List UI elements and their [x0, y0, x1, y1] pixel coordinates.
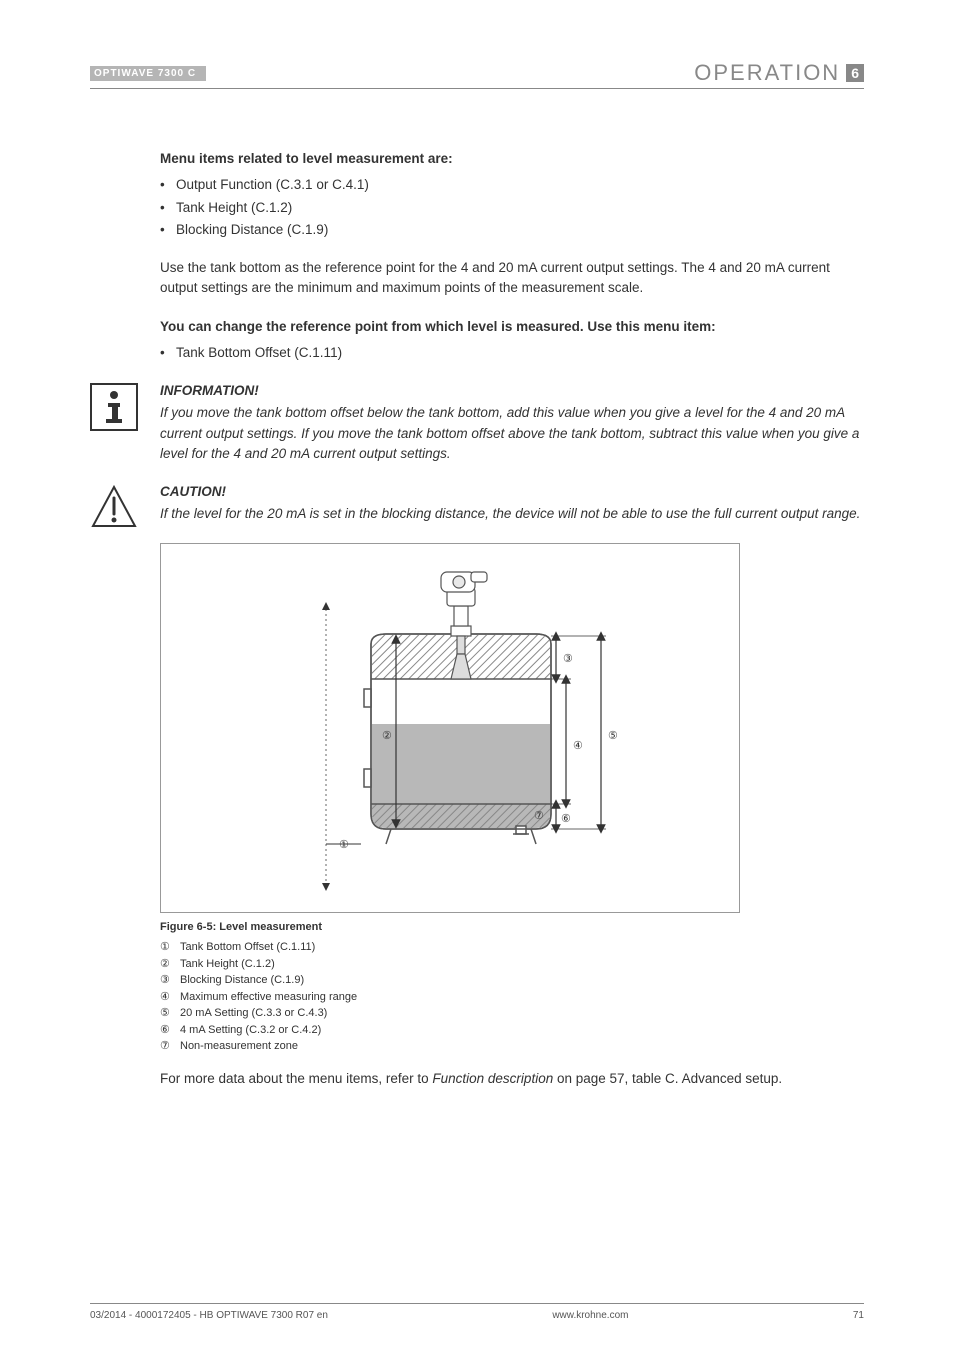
legend-text: 4 mA Setting (C.3.2 or C.4.2)	[180, 1022, 321, 1039]
legend-num: ②	[160, 956, 174, 973]
information-callout: INFORMATION! If you move the tank bottom…	[90, 381, 864, 464]
legend-num: ⑤	[160, 1005, 174, 1022]
heading-menu-items: Menu items related to level measurement …	[160, 149, 864, 169]
figure-level-measurement: ①	[160, 543, 740, 913]
legend-num: ⑥	[160, 1022, 174, 1039]
paragraph-scale: Use the tank bottom as the reference poi…	[160, 258, 864, 299]
header-chapter-badge: 6	[846, 64, 864, 82]
list-item: Output Function (C.3.1 or C.4.1)	[160, 175, 864, 195]
figure-legend: ① Tank Bottom Offset (C.1.11) ② Tank Heigh…	[160, 939, 864, 1055]
closing-paragraph: For more data about the menu items, refe…	[160, 1069, 864, 1089]
header-product: OPTIWAVE 7300 C	[90, 66, 206, 81]
footer-center: www.krohne.com	[552, 1310, 628, 1321]
info-body: If you move the tank bottom offset below…	[160, 403, 864, 464]
fig-label-1: ①	[339, 839, 349, 851]
list-item: Tank Bottom Offset (C.1.11)	[160, 343, 864, 363]
info-icon	[90, 383, 138, 431]
legend-text: Non-measurement zone	[180, 1038, 298, 1055]
svg-text:⑥: ⑥	[561, 813, 571, 825]
page-footer: 03/2014 - 4000172405 - HB OPTIWAVE 7300 …	[90, 1303, 864, 1321]
footer-right: 71	[853, 1310, 864, 1321]
svg-text:③: ③	[563, 653, 573, 665]
svg-text:⑤: ⑤	[608, 730, 618, 742]
closing-ref: Function description	[432, 1071, 553, 1086]
caution-icon	[90, 484, 138, 532]
legend-num: ③	[160, 972, 174, 989]
legend-num: ⑦	[160, 1038, 174, 1055]
header-section-title: OPERATION	[694, 60, 840, 86]
info-title: INFORMATION!	[160, 381, 864, 401]
list-item: Blocking Distance (C.1.9)	[160, 220, 864, 240]
figure-caption: Figure 6-5: Level measurement	[160, 919, 864, 936]
caution-body: If the level for the 20 mA is set in the…	[160, 504, 864, 524]
figure-wrap: ①	[160, 543, 864, 1055]
legend-num: ①	[160, 939, 174, 956]
list-menu-items: Output Function (C.3.1 or C.4.1) Tank He…	[160, 175, 864, 240]
legend-text: 20 mA Setting (C.3.3 or C.4.3)	[180, 1005, 327, 1022]
footer-left: 03/2014 - 4000172405 - HB OPTIWAVE 7300 …	[90, 1310, 328, 1321]
legend-text: Blocking Distance (C.1.9)	[180, 972, 304, 989]
svg-text:②: ②	[382, 730, 392, 742]
closing-pre: For more data about the menu items, refe…	[160, 1071, 432, 1086]
heading-reference-point: You can change the reference point from …	[160, 317, 864, 337]
list-item: Tank Height (C.1.2)	[160, 198, 864, 218]
svg-text:⑦: ⑦	[534, 810, 544, 822]
list-reference: Tank Bottom Offset (C.1.11)	[160, 343, 864, 363]
legend-text: Maximum effective measuring range	[180, 989, 357, 1006]
legend-num: ④	[160, 989, 174, 1006]
legend-text: Tank Height (C.1.2)	[180, 956, 275, 973]
page-header: OPTIWAVE 7300 C OPERATION 6	[90, 60, 864, 89]
main-content: Menu items related to level measurement …	[160, 149, 864, 1089]
caution-title: CAUTION!	[160, 482, 864, 502]
caution-callout: CAUTION! If the level for the 20 mA is s…	[90, 482, 864, 525]
closing-post: on page 57, table C. Advanced setup.	[553, 1071, 782, 1086]
legend-text: Tank Bottom Offset (C.1.11)	[180, 939, 315, 956]
header-right: OPERATION 6	[694, 60, 864, 86]
svg-text:④: ④	[573, 740, 583, 752]
